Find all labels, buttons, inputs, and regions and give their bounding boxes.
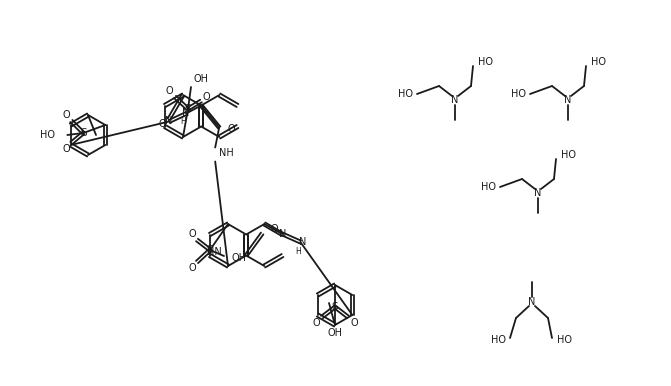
Text: N: N bbox=[278, 229, 286, 239]
Text: OH: OH bbox=[194, 74, 209, 84]
Text: N: N bbox=[528, 297, 535, 307]
Text: N: N bbox=[534, 188, 541, 198]
Text: O: O bbox=[270, 225, 278, 235]
Text: OH: OH bbox=[232, 253, 247, 263]
Text: O: O bbox=[158, 119, 166, 129]
Text: S: S bbox=[207, 245, 213, 255]
Text: S: S bbox=[331, 302, 338, 312]
Text: N: N bbox=[166, 117, 173, 127]
Text: HO: HO bbox=[557, 335, 572, 345]
Text: HO: HO bbox=[591, 57, 606, 67]
Text: O: O bbox=[62, 110, 70, 120]
Text: S: S bbox=[80, 128, 87, 138]
Text: NH: NH bbox=[219, 149, 234, 159]
Text: O: O bbox=[188, 229, 196, 239]
Text: N: N bbox=[564, 95, 572, 105]
Text: OH: OH bbox=[327, 328, 342, 338]
Text: N: N bbox=[452, 95, 459, 105]
Text: HO: HO bbox=[511, 89, 526, 99]
Text: O: O bbox=[165, 86, 173, 96]
Text: HO: HO bbox=[40, 130, 55, 140]
Text: HO: HO bbox=[561, 150, 576, 160]
Text: O: O bbox=[62, 144, 70, 154]
Text: HO: HO bbox=[478, 57, 493, 67]
Text: N: N bbox=[183, 108, 190, 119]
Text: HO: HO bbox=[491, 335, 506, 345]
Text: H: H bbox=[295, 247, 301, 256]
Text: HN: HN bbox=[207, 247, 221, 257]
Text: HO: HO bbox=[481, 182, 496, 192]
Text: O: O bbox=[188, 263, 196, 273]
Text: N: N bbox=[299, 237, 306, 247]
Text: O: O bbox=[312, 318, 320, 328]
Text: O: O bbox=[350, 318, 358, 328]
Text: H: H bbox=[180, 117, 186, 126]
Text: HO: HO bbox=[398, 89, 413, 99]
Text: S: S bbox=[185, 104, 191, 114]
Text: O: O bbox=[227, 125, 235, 134]
Text: O: O bbox=[202, 92, 210, 102]
